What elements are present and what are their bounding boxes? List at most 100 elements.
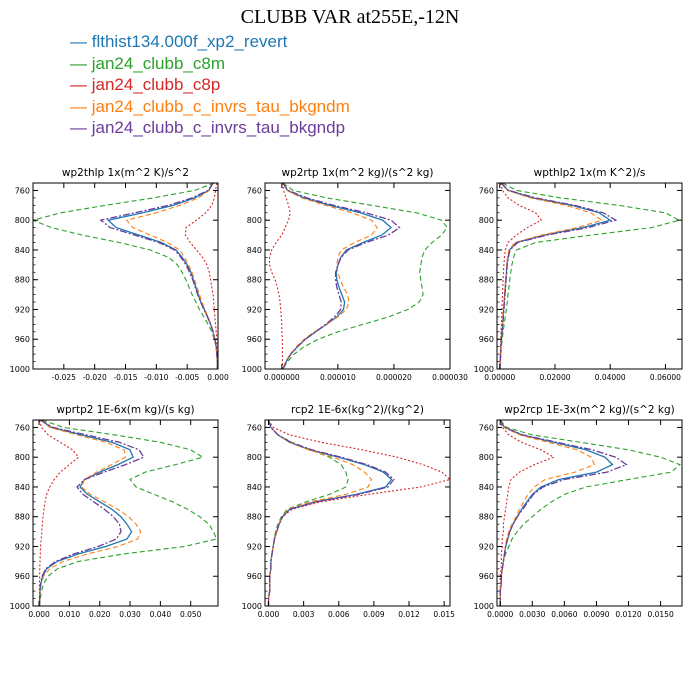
panel-title: wprtp2 1E-6x(m kg)/(s kg) [56, 404, 194, 416]
legend-dash-5: — [70, 118, 92, 137]
y-tick-label: 920 [15, 305, 30, 314]
panel-frame [32, 182, 219, 370]
series-line-5 [99, 183, 218, 369]
y-tick-label: 800 [247, 216, 262, 225]
y-tick-label: 840 [479, 246, 494, 255]
y-tick-label: 760 [479, 186, 494, 195]
legend-dash-3: — [70, 75, 92, 94]
x-tick-label: 0.003 [293, 610, 315, 619]
x-tick-label: 0.040 [150, 610, 172, 619]
legend: — flthist134.000f_xp2_revert — jan24_clu… [70, 31, 350, 139]
panel-title: wpthlp2 1x(m K^2)/s [534, 167, 646, 179]
y-tick-label: 880 [479, 276, 494, 285]
y-tick-label: 1000 [242, 365, 262, 374]
series-line-4 [38, 420, 142, 606]
x-tick-label: -0.005 [175, 373, 199, 382]
series-line-5 [38, 420, 145, 606]
legend-label-5: jan24_clubb_c_invrs_tau_bkgndp [91, 118, 346, 137]
x-tick-label: 0.050 [180, 610, 202, 619]
legend-entry-series-1: — flthist134.000f_xp2_revert [70, 31, 350, 53]
panel-5: rcp2 1E-6x(kg^2)/(kg^2) 760 800 840 880 920 96… [242, 404, 455, 619]
x-tick-label: 0.00000 [484, 373, 515, 382]
y-tick-label: 840 [15, 246, 30, 255]
y-tick-label: 1000 [10, 602, 30, 611]
y-tick-label: 960 [247, 572, 262, 581]
x-tick-label: -0.015 [113, 373, 137, 382]
y-tick-label: 840 [247, 483, 262, 492]
legend-dash-2: — [70, 53, 92, 73]
series-line-5 [499, 183, 618, 369]
y-tick-label: 800 [479, 453, 494, 462]
legend-label-1: flthist134.000f_xp2_revert [91, 32, 288, 51]
series-line-1 [499, 420, 614, 606]
series-line-2 [39, 420, 218, 606]
y-tick-label: 800 [247, 453, 262, 462]
series-line-2 [33, 183, 218, 369]
series-line-4 [499, 183, 604, 369]
y-tick-label: 840 [247, 246, 262, 255]
y-tick-label: 800 [15, 453, 30, 462]
legend-label-4: jan24_clubb_c_invrs_tau_bkgndm [91, 96, 350, 116]
y-tick-label: 920 [247, 542, 262, 551]
x-tick-label: 0.000020 [376, 373, 412, 382]
x-tick-label: 0.0120 [615, 610, 641, 619]
y-tick-label: 760 [247, 423, 262, 432]
panel-frame [32, 419, 219, 607]
y-tick-label: 760 [247, 186, 262, 195]
y-tick-label: 960 [15, 335, 30, 344]
series-line-4 [282, 183, 378, 369]
y-tick-label: 880 [247, 513, 262, 522]
series-line-1 [499, 183, 612, 369]
y-tick-label: 960 [479, 335, 494, 344]
y-tick-label: 880 [15, 276, 30, 285]
series-line-1 [267, 420, 393, 606]
y-tick-label: 760 [15, 423, 30, 432]
figure-title: CLUBB VAR at255E,-12N [240, 6, 460, 28]
x-tick-label: 0.000 [207, 373, 229, 382]
y-tick-label: 920 [479, 542, 494, 551]
series-line-2 [282, 183, 448, 369]
legend-dash-4: — [70, 96, 92, 116]
panel-frame [264, 419, 451, 607]
panel-2: wp2rtp 1x(m^2 kg)/(s^2 kg) 760 800 840 880 92… [242, 167, 468, 382]
x-tick-label: 0.010 [59, 610, 81, 619]
series-line-1 [282, 183, 393, 369]
x-tick-label: 0.06000 [650, 373, 681, 382]
legend-entry-series-2: — jan24_clubb_c8m [70, 53, 350, 75]
y-tick-label: 1000 [242, 602, 262, 611]
x-tick-label: 0.015 [433, 610, 455, 619]
panel-frame [496, 419, 683, 607]
x-tick-label: 0.000 [258, 610, 280, 619]
x-tick-label: 0.009 [363, 610, 385, 619]
legend-label-3: jan24_clubb_c8p [91, 75, 221, 94]
legend-entry-series-5: — jan24_clubb_c_invrs_tau_bkgndp [70, 117, 350, 139]
series-line-2 [499, 420, 681, 606]
panel-title: wp2rtp 1x(m^2 kg)/(s^2 kg) [281, 167, 433, 179]
y-tick-label: 920 [247, 305, 262, 314]
panel-title: wp2thlp 1x(m^2 K)/s^2 [62, 167, 189, 179]
series-line-3 [38, 420, 80, 606]
panel-6: wp2rcp 1E-3x(m^2 kg)/(s^2 kg) 760 800 840 88… [474, 404, 683, 619]
x-tick-label: 0.000010 [320, 373, 356, 382]
panel-1: wp2thlp 1x(m^2 K)/s^2 760 800 840 880 920 960 1… [10, 167, 229, 382]
y-tick-label: 800 [479, 216, 494, 225]
x-tick-label: -0.020 [83, 373, 107, 382]
series-line-5 [282, 183, 401, 369]
y-tick-label: 800 [15, 216, 30, 225]
x-tick-label: 0.02000 [539, 373, 570, 382]
legend-label-2: jan24_clubb_c8m [91, 53, 225, 73]
y-tick-label: 920 [479, 305, 494, 314]
legend-dash-1: — [70, 32, 92, 51]
y-tick-label: 760 [479, 423, 494, 432]
series-line-2 [499, 183, 681, 369]
panel-frame [496, 182, 683, 370]
y-tick-label: 960 [15, 572, 30, 581]
y-tick-label: 880 [479, 513, 494, 522]
y-tick-label: 1000 [474, 602, 494, 611]
x-tick-label: 0.020 [89, 610, 111, 619]
x-tick-label: 0.030 [119, 610, 141, 619]
y-tick-label: 760 [15, 186, 30, 195]
x-tick-label: 0.000030 [432, 373, 468, 382]
series-line-1 [106, 183, 218, 369]
series-line-4 [499, 420, 596, 606]
